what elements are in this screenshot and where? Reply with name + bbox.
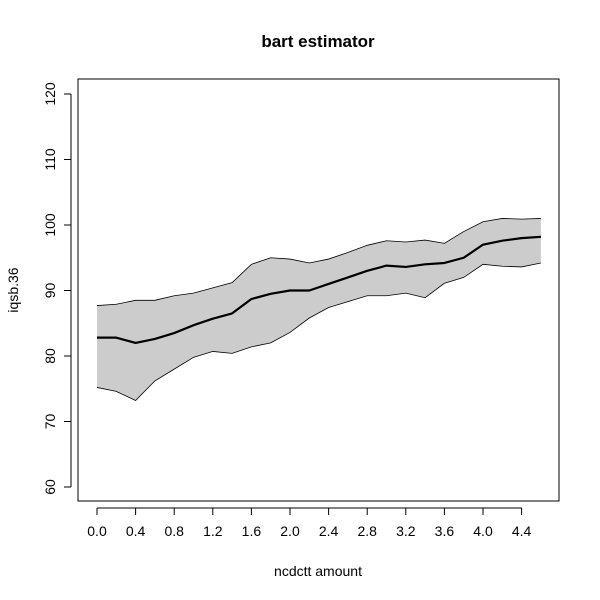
y-tick-label: 100 [42, 213, 58, 237]
chart-title: bart estimator [261, 32, 375, 51]
y-tick-label: 60 [42, 479, 58, 495]
confidence-band [97, 218, 541, 401]
y-tick-label: 120 [42, 82, 58, 106]
x-tick-label: 2.8 [357, 523, 377, 539]
x-tick-label: 2.0 [280, 523, 300, 539]
x-tick-label: 0.0 [87, 523, 107, 539]
x-tick-label: 4.4 [512, 523, 532, 539]
y-tick-label: 80 [42, 348, 58, 364]
confidence-band-layer [96, 218, 541, 402]
y-tick-label: 90 [42, 283, 58, 299]
x-axis: 0.0 0.4 0.8 1.2 1.6 2.0 2.4 2.8 3.2 3.6 4.0 4.4 [87, 507, 532, 539]
x-tick-label: 4.0 [473, 523, 493, 539]
estimate-line [97, 235, 541, 344]
y-axis-label: iqsb.36 [5, 267, 21, 312]
estimate-line-layer [97, 235, 541, 344]
y-tick-label: 110 [42, 148, 58, 171]
upper-bound-line [96, 218, 541, 306]
plot-frame [77, 78, 560, 502]
lower-bound-line [96, 262, 541, 402]
y-tick-label: 70 [42, 414, 58, 430]
x-tick-label: 1.6 [242, 523, 262, 539]
x-tick-label: 1.2 [203, 523, 223, 539]
x-tick-label: 0.4 [126, 523, 146, 539]
y-axis: 60 70 80 90 100 110 120 [42, 82, 72, 495]
x-tick-label: 3.2 [396, 523, 416, 539]
x-axis-label: ncdctt amount [274, 563, 362, 579]
x-tick-label: 2.4 [319, 523, 339, 539]
x-tick-label: 0.8 [164, 523, 184, 539]
x-tick-label: 3.6 [435, 523, 455, 539]
